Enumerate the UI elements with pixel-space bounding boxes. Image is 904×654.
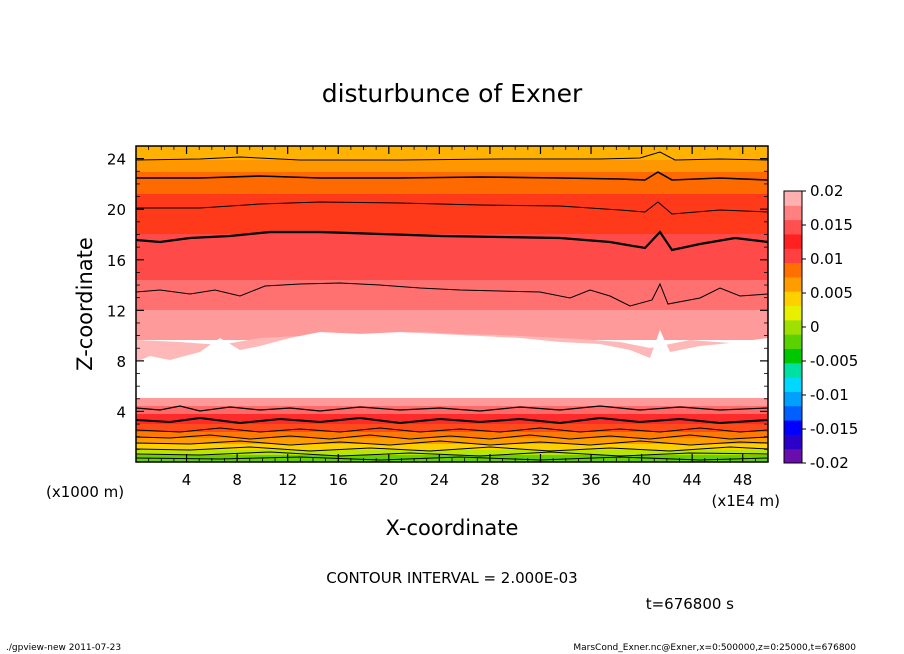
x-tick-label: 44 — [683, 471, 702, 489]
colorbar-cell — [784, 448, 802, 464]
contour-line — [136, 282, 768, 307]
contour-line — [136, 456, 768, 461]
contour-lines — [136, 151, 768, 461]
colorbar-label: 0.005 — [810, 284, 853, 302]
band-top-orange — [136, 146, 768, 160]
y-tick-label: 24 — [107, 151, 126, 169]
contour-line — [136, 416, 768, 425]
band-dark-orange — [136, 172, 768, 194]
x-tick-label: 12 — [278, 471, 297, 489]
colorbar-cell — [784, 319, 802, 335]
contour-line — [136, 171, 768, 181]
colorbar-cell — [784, 391, 802, 407]
x-axis: 4 8 12 16 20 24 28 32 36 40 44 48 — [148, 146, 769, 489]
contour-line — [136, 434, 768, 440]
colorbar-cell — [784, 362, 802, 378]
band-light-red — [136, 280, 768, 310]
colorbar-label: 0.015 — [810, 216, 853, 234]
y-tick-label: 8 — [116, 353, 126, 371]
contour-line — [136, 201, 768, 215]
x-tick-label: 20 — [379, 471, 398, 489]
footer-right: MarsCond_Exner.nc@Exner,x=0:500000,z=0:2… — [573, 643, 856, 653]
x-tick-label: 40 — [632, 471, 651, 489]
band-yellow-green — [136, 450, 768, 455]
y-tick-label: 16 — [107, 252, 126, 270]
colorbar-cell — [784, 262, 802, 278]
colorbar-cell — [784, 348, 802, 364]
colorbar-label: -0.02 — [810, 454, 849, 472]
plot-area — [135, 145, 769, 463]
contour-line — [136, 405, 768, 412]
footer-left: ./gpview-new 2011-07-23 — [6, 643, 121, 653]
x-tick-label: 4 — [182, 471, 192, 489]
y-tick-label: 4 — [116, 403, 126, 421]
colorbar-cell — [784, 248, 802, 264]
y-unit-label: (x1000 m) — [46, 483, 124, 501]
colorbar-label: 0.02 — [810, 182, 843, 200]
x-tick-label: 32 — [531, 471, 550, 489]
colorbar-cell — [784, 334, 802, 349]
colorbar-label: -0.01 — [810, 386, 849, 404]
contour-line — [136, 451, 768, 457]
colorbar-cell — [784, 305, 802, 321]
band-red — [136, 234, 768, 280]
band-dark-orange-low — [136, 438, 768, 444]
contour-fill — [136, 146, 768, 462]
contour-line — [136, 440, 768, 446]
colorbar-cell — [784, 276, 802, 292]
colorbar-label: -0.015 — [810, 420, 858, 438]
band-white — [136, 330, 768, 398]
x-tick-label: 16 — [329, 471, 348, 489]
y-tick-label: 12 — [107, 302, 126, 320]
band-red-orange — [136, 194, 768, 234]
colorbar-cell — [784, 420, 802, 435]
colorbar: 0.02 0.015 0.01 0.005 0 -0.005 -0.01 -0.015 -0.0… — [783, 182, 858, 472]
contour-line — [136, 151, 768, 161]
contour-line — [136, 427, 768, 433]
colorbar-label: 0 — [810, 318, 820, 336]
x-tick-label: 36 — [581, 471, 600, 489]
x-tick-label: 8 — [232, 471, 242, 489]
y-axis: 4 8 12 16 20 24 — [107, 145, 768, 450]
x-axis-label: X-coordinate — [386, 516, 519, 540]
colorbar-label: 0.01 — [810, 250, 843, 268]
colorbar-cells — [784, 191, 802, 464]
band-yellow — [136, 444, 768, 450]
band-red-orange-low — [136, 424, 768, 432]
colorbar-labels: 0.02 0.015 0.01 0.005 0 -0.005 -0.01 -0.015 -0.0… — [802, 182, 858, 472]
x-tick-label: 48 — [733, 471, 752, 489]
x-tick-label: 24 — [430, 471, 449, 489]
contour-line — [136, 446, 768, 452]
colorbar-cell — [784, 405, 802, 421]
band-pink-low — [136, 398, 768, 406]
colorbar-cell — [784, 434, 802, 450]
band-orange — [136, 160, 768, 172]
contour-line — [136, 230, 768, 252]
band-orange-low — [136, 432, 768, 438]
y-tick-label: 20 — [107, 201, 126, 219]
colorbar-cell — [784, 219, 802, 235]
contour-interval: CONTOUR INTERVAL = 2.000E-03 — [326, 569, 577, 587]
x-tick-label: 28 — [480, 471, 499, 489]
band-light-red-low — [136, 406, 768, 414]
chart-title: disturbunce of Exner — [322, 79, 583, 108]
colorbar-cell — [784, 377, 802, 392]
time-label: t=676800 s — [646, 595, 734, 613]
colorbar-cell — [784, 291, 802, 307]
colorbar-cell — [784, 205, 802, 221]
colorbar-cell — [784, 233, 802, 249]
colorbar-label: -0.005 — [810, 352, 858, 370]
x-unit-label: (x1E4 m) — [711, 492, 780, 510]
y-axis-label: Z-coordinate — [73, 237, 97, 371]
colorbar-cell — [784, 191, 802, 206]
